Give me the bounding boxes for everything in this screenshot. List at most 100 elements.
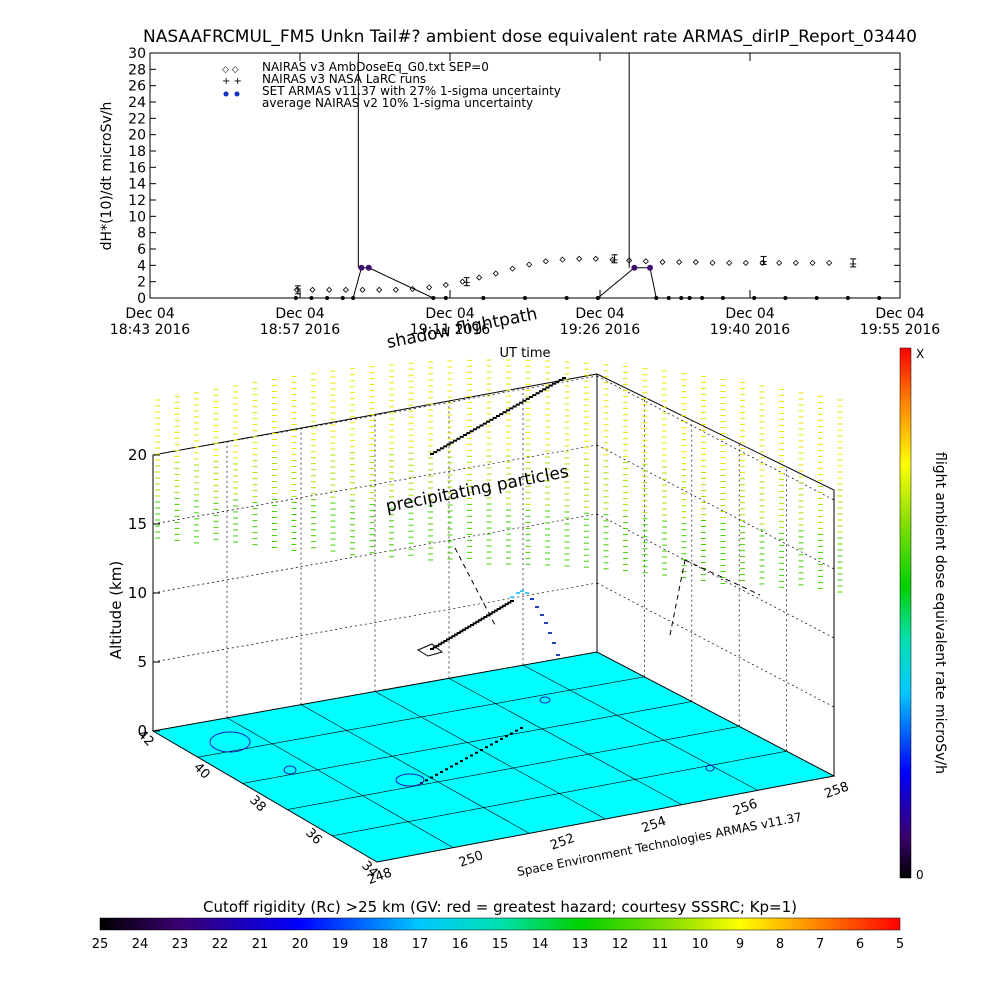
y-tick-label: 0 (137, 291, 146, 307)
flight-track-point (504, 603, 509, 606)
ground-track-point (435, 773, 438, 776)
y-tick-label: 4 (137, 258, 146, 274)
diamond-point (776, 259, 783, 266)
drop-line (684, 559, 761, 596)
flight-track-point (496, 608, 501, 610)
diamond-point (559, 256, 566, 263)
diamond-point (442, 281, 449, 288)
dose-colorbar (899, 347, 912, 879)
shadow-track-point (472, 428, 477, 431)
ground-track-point (490, 743, 493, 746)
ground-track-point (520, 727, 523, 729)
shadow-track-point (443, 445, 448, 448)
altitude-tick-label: 15 (128, 515, 147, 533)
flight-track-point (525, 592, 529, 594)
shadow-track-point (479, 424, 484, 427)
y-tick-label: 20 (128, 128, 146, 144)
armas-point (687, 296, 692, 300)
shadow-track-point (519, 401, 524, 404)
altitude-axis-label: Altitude (km) (107, 561, 125, 659)
legend-marker-plus: + + (222, 76, 242, 87)
x-tick-label-time: 19:40 2016 (710, 322, 791, 338)
shadow-track-point (433, 451, 438, 454)
flight-track-point (502, 604, 506, 607)
flight-track-point (552, 642, 556, 644)
ground-contour (705, 764, 715, 772)
diamond-point (826, 259, 833, 266)
ground-track-point (445, 768, 448, 771)
flight-track-point (483, 616, 488, 618)
ground-track-point (455, 762, 458, 765)
flight-track-point (462, 628, 466, 631)
flight-track-point (448, 636, 453, 639)
wall-gridline (152, 513, 598, 594)
wall-gridline (596, 513, 835, 639)
y-tick-label: 26 (128, 79, 146, 95)
rigidity-tick-label: 11 (652, 937, 669, 952)
flight-track-point (440, 641, 445, 644)
flight-track-point (467, 625, 472, 628)
diamond-point (509, 265, 516, 272)
rigidity-tick-label: 9 (736, 937, 744, 952)
armas-point (666, 296, 671, 300)
flight-track-point (520, 590, 524, 592)
rigidity-tick-label: 23 (172, 937, 189, 952)
diamond-point (809, 259, 816, 266)
shadow-track-point (505, 409, 510, 412)
rigidity-tick-label: 12 (612, 937, 629, 952)
ground-track-point (425, 779, 428, 782)
flight-track-point (430, 648, 434, 650)
flight-track-point (454, 633, 458, 636)
armas-point (523, 296, 527, 300)
ground-contour (539, 696, 551, 704)
armas-point (481, 296, 486, 300)
legend-entry-larc: NAIRAS v3 NASA LaRC runs (262, 72, 426, 86)
flight-track-point (535, 606, 539, 608)
rigidity-tick-label: 14 (532, 937, 549, 952)
dose-dash-field (155, 359, 843, 593)
x-tick-label-date: Dec 04 (725, 306, 774, 322)
altitude-axis: 0 5 10 15 20 (128, 446, 160, 740)
shadow-track-point (532, 394, 537, 397)
flight-track-point (446, 638, 450, 641)
shadow-track-point (476, 426, 481, 429)
altitude-tick-label: 0 (137, 722, 147, 740)
aircraft-marker (416, 643, 444, 657)
diamond-point (426, 284, 433, 291)
shadow-track-point (436, 449, 441, 452)
armas-point (358, 264, 365, 271)
y-tick-label: 30 (128, 46, 146, 62)
diamond-point (759, 259, 766, 266)
rigidity-tick-label: 25 (92, 937, 109, 952)
ground-contour (283, 765, 297, 775)
flight-track-point (459, 630, 464, 633)
ground-track-point (500, 738, 503, 740)
diamond-point (526, 261, 533, 268)
shadow-track-point (453, 439, 458, 442)
dose-colorbar-label: flight ambient dose equivalent rate micr… (932, 452, 948, 774)
rigidity-tick-label: 17 (412, 937, 429, 952)
back-wall-right (596, 373, 835, 776)
longitude-tick-label: 250 (457, 848, 485, 871)
shadow-track-point (449, 441, 454, 444)
flight-track-point (510, 600, 514, 602)
armas-point (700, 296, 705, 300)
shadow-track-point (469, 430, 474, 433)
armas-point (309, 296, 314, 300)
diamond-point (359, 286, 366, 293)
armas-point (564, 296, 569, 300)
diamond-point (376, 286, 383, 293)
shadow-track-point (512, 405, 517, 408)
flight-track-point (451, 635, 456, 638)
diamond-point (293, 286, 300, 293)
armas-point (293, 296, 298, 300)
dose-colorbar-bottom-label: 0 (916, 868, 924, 882)
flight-track-point (491, 611, 496, 614)
shadow-track-point (555, 380, 560, 383)
flight-track-point (456, 632, 461, 634)
ground-track-point (485, 746, 488, 749)
ground-gridline (448, 678, 682, 805)
x-tick-label-date: Dec 04 (575, 306, 624, 322)
drop-line (454, 547, 496, 626)
